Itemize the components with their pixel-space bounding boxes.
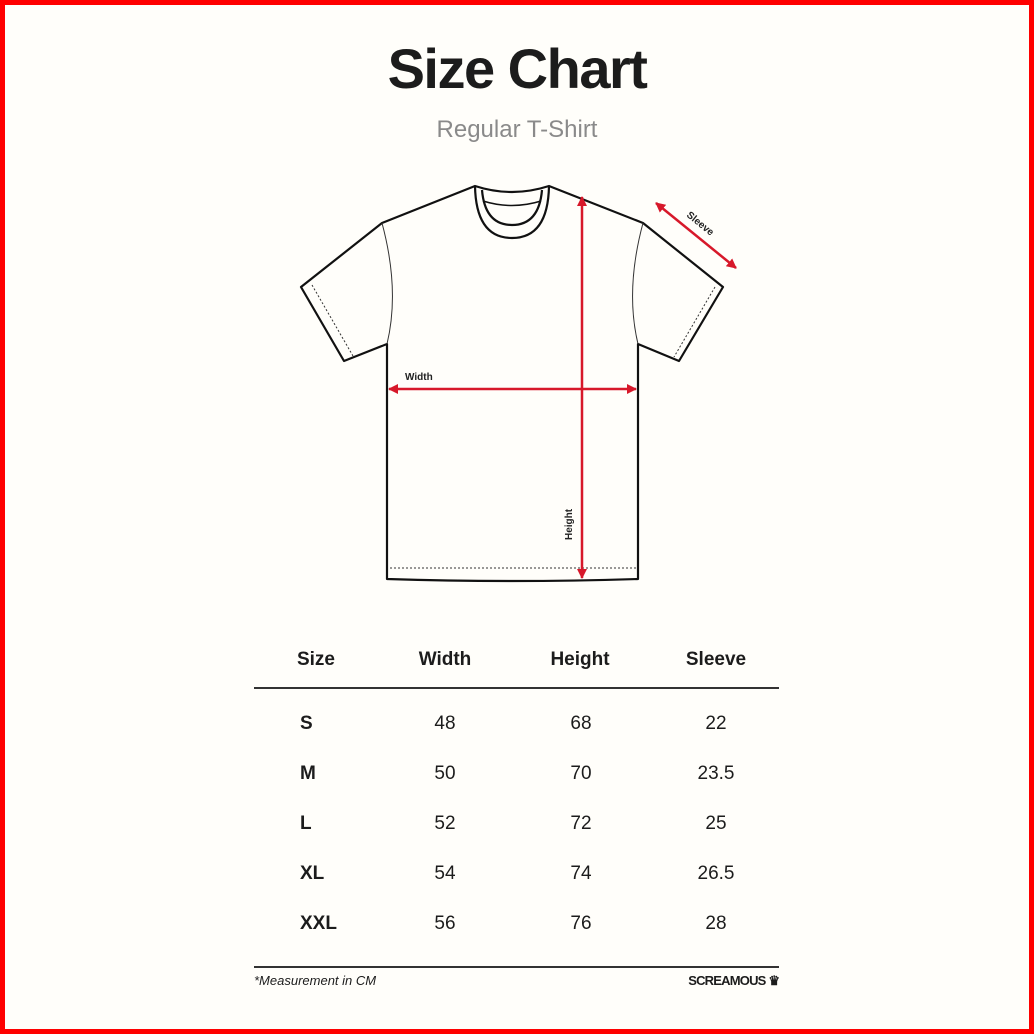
measure-arrows (388, 196, 737, 579)
sleeve-cell: 26.5 (697, 863, 735, 884)
tshirt-outline (299, 184, 725, 583)
width-cell: 52 (434, 813, 456, 834)
height-cell: 70 (570, 763, 592, 784)
width-label: Width (405, 372, 433, 383)
brand-logo: SCREAMOUS ♛ (688, 973, 780, 989)
width-cell: 56 (434, 913, 456, 934)
brand-name: SCREAMOUS (688, 973, 766, 988)
size-cell: M (300, 763, 316, 784)
height-cell: 68 (570, 713, 592, 734)
page-title: Size Chart (387, 37, 648, 100)
height-label: Height (564, 508, 575, 540)
header-size: Size (296, 649, 336, 670)
width-cell: 54 (434, 863, 456, 884)
height-cell: 76 (570, 913, 592, 934)
page-subtitle: Regular T-Shirt (436, 116, 598, 143)
tshirt-diagram: Width Height Sleeve (299, 184, 737, 583)
sleeve-cell: 28 (705, 913, 727, 934)
sleeve-label: Sleeve (684, 210, 716, 239)
width-cell: 50 (434, 763, 456, 784)
size-cell: XL (300, 863, 325, 884)
header-sleeve: Sleeve (685, 649, 747, 670)
sleeve-cell: 23.5 (697, 763, 735, 784)
footer-divider (254, 966, 779, 968)
header-width: Width (418, 649, 472, 670)
sleeve-cell: 25 (705, 813, 727, 834)
header-height: Height (550, 649, 610, 670)
size-cell: S (300, 713, 313, 734)
height-cell: 74 (570, 863, 592, 884)
sleeve-cell: 22 (705, 713, 727, 734)
width-cell: 48 (434, 713, 456, 734)
sleeve-arrow (655, 202, 737, 269)
size-cell: XXL (300, 913, 337, 934)
header-divider (254, 687, 779, 689)
measurement-footnote: *Measurement in CM (254, 973, 377, 988)
crown-icon: ♛ (768, 973, 780, 988)
size-cell: L (300, 813, 312, 834)
height-cell: 72 (570, 813, 592, 834)
